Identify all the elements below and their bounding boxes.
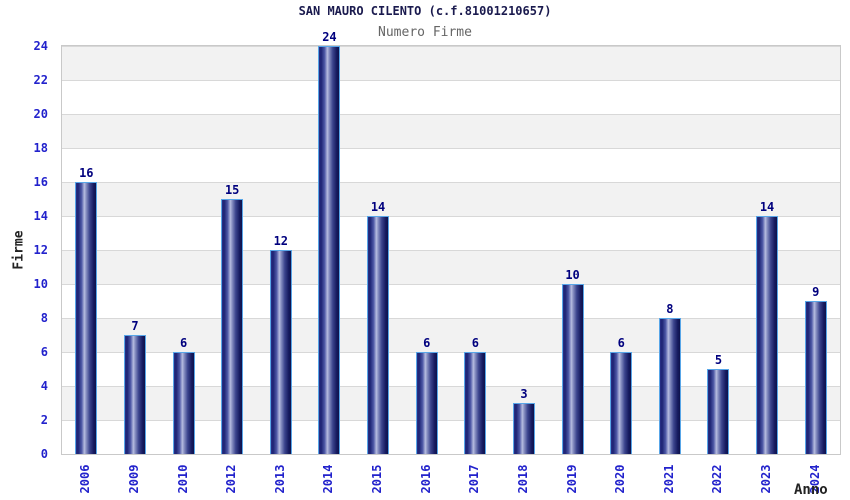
y-tick-label: 0 [40, 447, 48, 461]
bar-2015 [367, 216, 390, 454]
y-tick-label: 16 [33, 175, 48, 189]
x-tick-label-2015: 2015 [370, 464, 385, 494]
y-tick-label: 2 [40, 413, 48, 427]
bar-value-label: 16 [79, 166, 94, 180]
bar-value-label: 5 [714, 353, 723, 367]
x-tick-label-2019: 2019 [564, 464, 579, 494]
bar-value-label: 24 [322, 30, 337, 44]
bar-2016 [415, 352, 438, 454]
bar-value-label: 3 [520, 387, 528, 401]
bar-value-label: 14 [759, 200, 775, 214]
bar-2021 [658, 318, 681, 454]
x-tick-label-2021: 2021 [661, 464, 676, 494]
bar-value-label: 15 [224, 183, 240, 197]
bar-value-label: 14 [370, 200, 386, 214]
x-tick-label-2018: 2018 [515, 464, 530, 494]
bar-value-label: 8 [666, 302, 674, 316]
y-tick-label: 20 [33, 107, 48, 121]
x-axis-labels: 2006 2009 2010 2012 2013 2014 2015 2016 2017 2018… [61, 455, 841, 500]
bar-2020 [610, 352, 633, 454]
bar-2010 [172, 352, 195, 454]
bar-2012 [221, 199, 244, 454]
x-tick-label-2014: 2014 [321, 464, 336, 494]
bar-2013 [269, 250, 292, 454]
x-tick-label-2020: 2020 [613, 464, 628, 494]
bar-2024 [804, 301, 827, 454]
x-tick-label-2010: 2010 [175, 464, 190, 494]
plot-inner: 16 7 6 15 12 24 14 6 6 3 10 6 8 5 14 9 [62, 30, 840, 454]
bar-2009 [123, 335, 146, 454]
y-tick-label: 24 [33, 39, 48, 53]
x-tick-label-2013: 2013 [272, 464, 287, 494]
y-tick-label: 12 [33, 243, 48, 257]
y-tick-label: 14 [33, 209, 48, 223]
x-tick-label-2023: 2023 [759, 464, 774, 494]
x-tick-label-2009: 2009 [126, 464, 141, 494]
y-tick-label: 4 [40, 379, 48, 393]
x-tick-label-2012: 2012 [224, 464, 239, 494]
chart-subtitle: Numero Firme [378, 25, 472, 40]
bar-2014 [318, 46, 341, 454]
y-tick-label: 6 [40, 345, 48, 359]
y-tick-label: 22 [33, 73, 48, 87]
bar-2006 [75, 182, 98, 454]
y-axis-ticks: 0 2 4 6 8 10 12 14 16 18 20 22 24 [0, 39, 50, 461]
bar-value-label: 9 [812, 285, 820, 299]
bar-value-label: 6 [179, 336, 188, 350]
bar-2022 [707, 369, 730, 454]
bar-value-label: 6 [423, 336, 431, 350]
chart-title: SAN MAURO CILENTO (c.f.81001210657) [298, 4, 552, 18]
bar-2023 [756, 216, 779, 454]
bar-2018 [512, 403, 535, 454]
bar-2017 [464, 352, 487, 454]
x-tick-label-2017: 2017 [467, 464, 482, 494]
y-tick-label: 18 [33, 141, 48, 155]
bar-value-label: 10 [565, 268, 580, 282]
bar-2019 [561, 284, 584, 454]
bar-value-label: 7 [131, 319, 139, 333]
bar-value-label: 12 [273, 234, 289, 248]
y-tick-label: 8 [40, 311, 48, 325]
x-tick-label-2022: 2022 [710, 464, 725, 494]
y-axis-title: Firme [11, 230, 27, 270]
x-axis-title: Anno [794, 482, 828, 498]
y-tick-label: 10 [33, 277, 48, 291]
x-tick-label-2016: 2016 [418, 464, 433, 494]
plot-area: 16 7 6 15 12 24 14 6 6 3 10 6 8 5 14 9 [61, 30, 841, 455]
x-tick-label-2006: 2006 [78, 464, 93, 494]
bar-value-label: 6 [617, 336, 625, 350]
bar-value-label: 6 [471, 336, 479, 350]
